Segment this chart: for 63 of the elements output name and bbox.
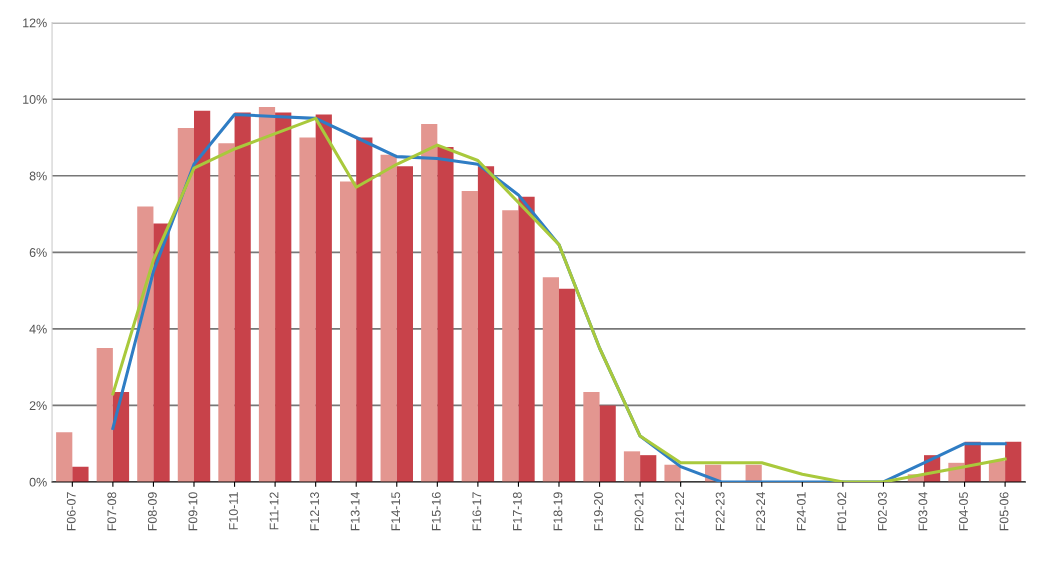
bar bbox=[396, 166, 413, 482]
bar bbox=[599, 405, 616, 482]
bar bbox=[258, 106, 276, 482]
y-tick-label: 8% bbox=[29, 171, 47, 181]
y-tick-label: 0% bbox=[29, 477, 47, 487]
x-tick-label: F13-14 bbox=[350, 492, 360, 531]
y-tick-label: 2% bbox=[29, 401, 47, 411]
bar bbox=[477, 166, 495, 482]
bar bbox=[1005, 441, 1022, 482]
x-tick-label: F02-03 bbox=[877, 492, 887, 531]
bar bbox=[218, 143, 235, 482]
bar bbox=[153, 223, 170, 482]
bar bbox=[518, 196, 535, 482]
bar bbox=[112, 392, 130, 482]
x-tick-label: F24-01 bbox=[796, 492, 806, 531]
x-tick-label: F15-16 bbox=[431, 492, 441, 531]
x-tick-label: F21-22 bbox=[675, 492, 684, 531]
x-tick-label: F06-07 bbox=[66, 492, 76, 531]
bar bbox=[664, 464, 681, 482]
bar bbox=[542, 277, 559, 482]
bar bbox=[437, 147, 454, 482]
bar bbox=[315, 114, 332, 482]
bar bbox=[583, 392, 600, 482]
bar bbox=[380, 154, 397, 482]
bar bbox=[96, 348, 113, 482]
bar bbox=[56, 432, 73, 482]
bar bbox=[356, 137, 373, 482]
bar bbox=[275, 112, 292, 482]
x-tick-label: F05-06 bbox=[999, 492, 1009, 531]
bar bbox=[234, 112, 251, 482]
x-tick-label: F04-05 bbox=[959, 492, 968, 531]
x-tick-label: F01-02 bbox=[837, 492, 847, 531]
y-tick-label: 12% bbox=[23, 18, 47, 28]
x-tick-label: F10-11 bbox=[229, 492, 238, 530]
y-tick-label: 4% bbox=[29, 324, 47, 334]
x-tick-label: F23-24 bbox=[756, 492, 766, 531]
x-tick-label: F08-09 bbox=[147, 492, 157, 531]
y-tick-label: 6% bbox=[29, 248, 47, 257]
bar bbox=[559, 288, 576, 482]
y-tick-label: 10% bbox=[23, 95, 47, 104]
bar bbox=[502, 210, 519, 482]
bar bbox=[177, 127, 194, 482]
bar bbox=[623, 451, 641, 482]
bar bbox=[421, 124, 438, 482]
x-tick-label: F09-10 bbox=[188, 492, 198, 531]
bar bbox=[72, 466, 89, 482]
x-tick-label: F16-17 bbox=[472, 492, 482, 531]
bar bbox=[339, 181, 357, 482]
bar bbox=[299, 137, 316, 482]
bar bbox=[193, 110, 211, 482]
x-tick-label: F11-12 bbox=[269, 492, 279, 530]
x-tick-label: F14-15 bbox=[391, 492, 401, 531]
x-tick-label: F20-21 bbox=[634, 492, 644, 531]
x-tick-label: F22-23 bbox=[715, 492, 725, 531]
x-tick-label: F03-04 bbox=[918, 492, 928, 531]
x-tick-label: F12-13 bbox=[310, 492, 320, 531]
x-tick-label: F19-20 bbox=[594, 492, 603, 531]
bar bbox=[137, 206, 154, 482]
x-tick-label: F18-19 bbox=[553, 492, 563, 531]
bar bbox=[461, 191, 478, 482]
x-tick-label: F07-08 bbox=[107, 492, 117, 531]
x-tick-label: F17-18 bbox=[512, 492, 522, 531]
bar bbox=[640, 455, 657, 482]
